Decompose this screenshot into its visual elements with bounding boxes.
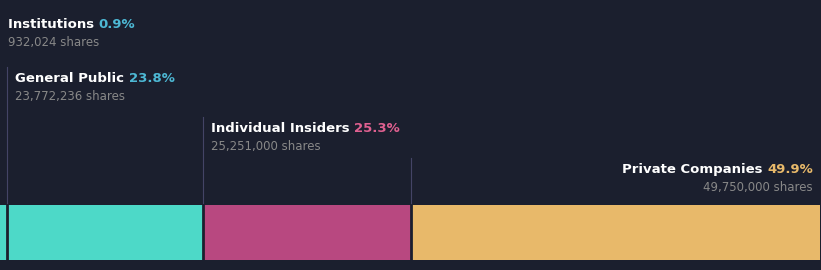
Text: 23,772,236 shares: 23,772,236 shares xyxy=(16,90,126,103)
Text: Individual Insiders: Individual Insiders xyxy=(211,122,354,135)
Text: 0.9%: 0.9% xyxy=(99,18,135,31)
Text: 49.9%: 49.9% xyxy=(768,163,813,176)
Text: 49,750,000 shares: 49,750,000 shares xyxy=(704,181,813,194)
Text: 25.3%: 25.3% xyxy=(354,122,400,135)
Text: 932,024 shares: 932,024 shares xyxy=(8,36,99,49)
Bar xyxy=(203,205,410,260)
Bar xyxy=(7,205,203,260)
Text: General Public: General Public xyxy=(16,72,129,85)
Text: 25,251,000 shares: 25,251,000 shares xyxy=(211,140,320,153)
Bar xyxy=(410,205,820,260)
Bar xyxy=(0,205,7,260)
Text: Institutions: Institutions xyxy=(8,18,99,31)
Text: 23.8%: 23.8% xyxy=(129,72,175,85)
Text: Private Companies: Private Companies xyxy=(622,163,768,176)
